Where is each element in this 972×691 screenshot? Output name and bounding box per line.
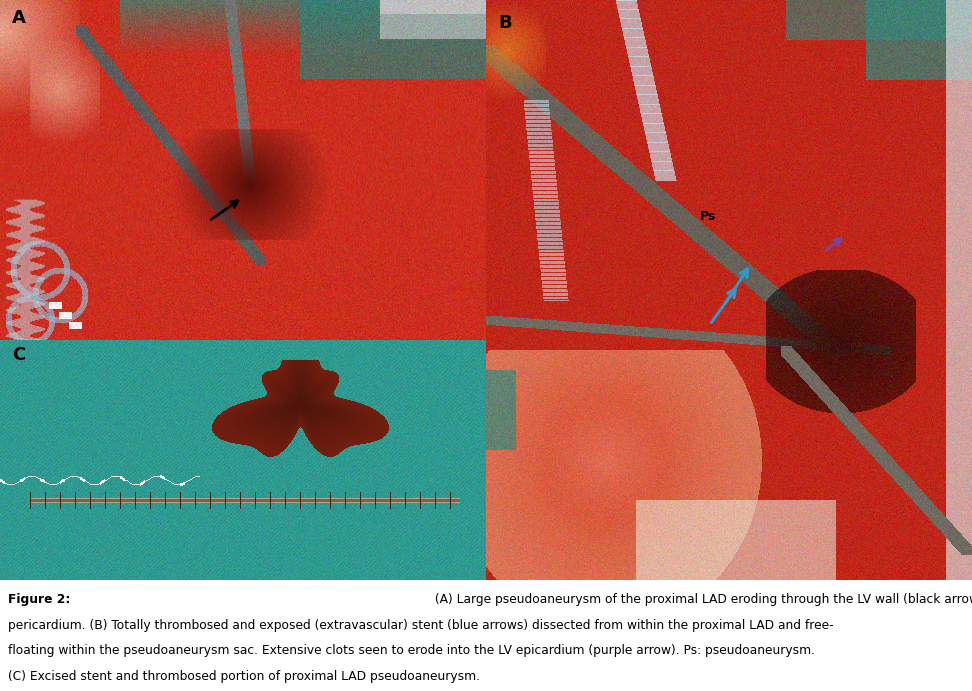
Text: B: B	[499, 15, 512, 32]
Text: pericardium. (B) Totally thrombosed and exposed (extravascular) stent (blue arro: pericardium. (B) Totally thrombosed and …	[8, 618, 833, 632]
Text: floating within the pseudoaneurysm sac. Extensive clots seen to erode into the L: floating within the pseudoaneurysm sac. …	[8, 644, 815, 657]
Text: Figure 2:: Figure 2:	[8, 593, 70, 606]
Text: (A) Large pseudoaneurysm of the proximal LAD eroding through the LV wall (black : (A) Large pseudoaneurysm of the proximal…	[432, 593, 972, 606]
Text: Ps: Ps	[700, 210, 716, 223]
Text: (C) Excised stent and thrombosed portion of proximal LAD pseudoaneurysm.: (C) Excised stent and thrombosed portion…	[8, 670, 480, 683]
Text: C: C	[12, 346, 25, 364]
Text: A: A	[12, 8, 26, 26]
